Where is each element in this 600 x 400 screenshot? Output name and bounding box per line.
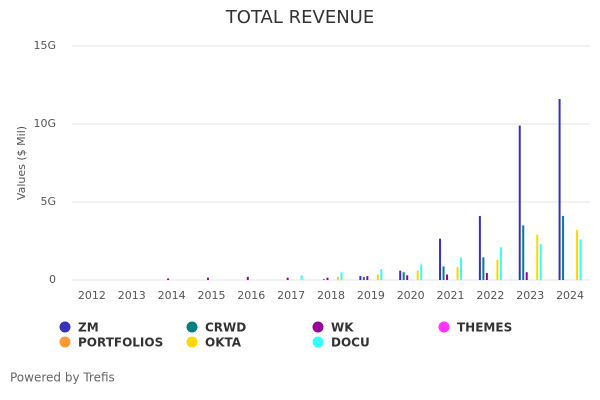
bar	[402, 272, 405, 280]
bar	[539, 244, 542, 280]
bar	[376, 274, 379, 280]
bar	[525, 272, 528, 280]
x-tick-label: 2014	[158, 289, 186, 302]
bar	[416, 270, 419, 280]
chart-title: TOTAL REVENUE	[225, 7, 374, 28]
bar	[399, 270, 402, 280]
x-tick-label: 2013	[118, 289, 146, 302]
bar	[499, 247, 502, 280]
legend-label: DOCU	[331, 336, 370, 350]
y-tick-label: 5G	[40, 195, 56, 208]
legend-label: PORTFOLIOS	[78, 336, 163, 350]
bar	[518, 125, 521, 280]
legend-marker	[312, 321, 324, 333]
bar	[576, 230, 579, 280]
bar	[362, 276, 365, 280]
x-tick-label: 2019	[357, 289, 385, 302]
x-tick-label: 2021	[437, 289, 465, 302]
bar	[579, 239, 582, 280]
bar	[359, 276, 362, 280]
bar	[406, 275, 409, 280]
bar	[340, 272, 343, 280]
footer: Powered by Trefis	[10, 371, 115, 385]
x-tick-label: 2017	[277, 289, 305, 302]
bar	[446, 274, 449, 280]
x-tick-label: 2018	[317, 289, 345, 302]
bar	[439, 238, 442, 280]
bar	[460, 257, 463, 280]
legend-marker	[438, 321, 450, 333]
bar	[286, 277, 289, 280]
bar	[485, 272, 488, 280]
x-tick-label: 2022	[476, 289, 504, 302]
y-tick-label: 0	[49, 273, 56, 286]
bar	[337, 276, 339, 280]
bar	[326, 277, 329, 280]
x-tick-label: 2015	[197, 289, 225, 302]
x-tick-label: 2016	[237, 289, 265, 302]
legend-label: ZM	[78, 321, 99, 335]
legend-marker	[186, 321, 198, 333]
bar	[522, 225, 525, 280]
bar	[246, 276, 249, 280]
bar	[482, 257, 485, 280]
bar	[562, 216, 565, 280]
bar	[380, 269, 383, 280]
legend-label: OKTA	[205, 336, 242, 350]
bar	[442, 266, 445, 280]
legend-label: THEMES	[457, 321, 512, 335]
legend-marker	[186, 336, 198, 348]
legend-label: WK	[331, 321, 354, 335]
x-tick-label: 2023	[516, 289, 544, 302]
y-tick-label: 10G	[33, 117, 56, 130]
bar	[420, 264, 423, 280]
bar	[558, 99, 561, 280]
bar	[478, 216, 481, 280]
bar	[496, 259, 499, 280]
legend-marker	[312, 336, 324, 348]
legend-marker	[59, 321, 71, 333]
legend-marker	[59, 336, 71, 348]
bar	[536, 234, 539, 280]
x-tick-label: 2020	[397, 289, 425, 302]
x-tick-label: 2012	[78, 289, 106, 302]
bar	[323, 279, 325, 280]
bar	[167, 278, 170, 280]
x-tick-label: 2024	[556, 289, 584, 302]
y-tick-label: 15G	[33, 39, 56, 52]
bar	[206, 277, 209, 280]
bar	[366, 276, 369, 280]
legend-label: CRWD	[205, 321, 246, 335]
bar	[300, 275, 303, 280]
y-axis-title: Values ($ Mil)	[15, 126, 28, 200]
bar	[456, 266, 459, 280]
